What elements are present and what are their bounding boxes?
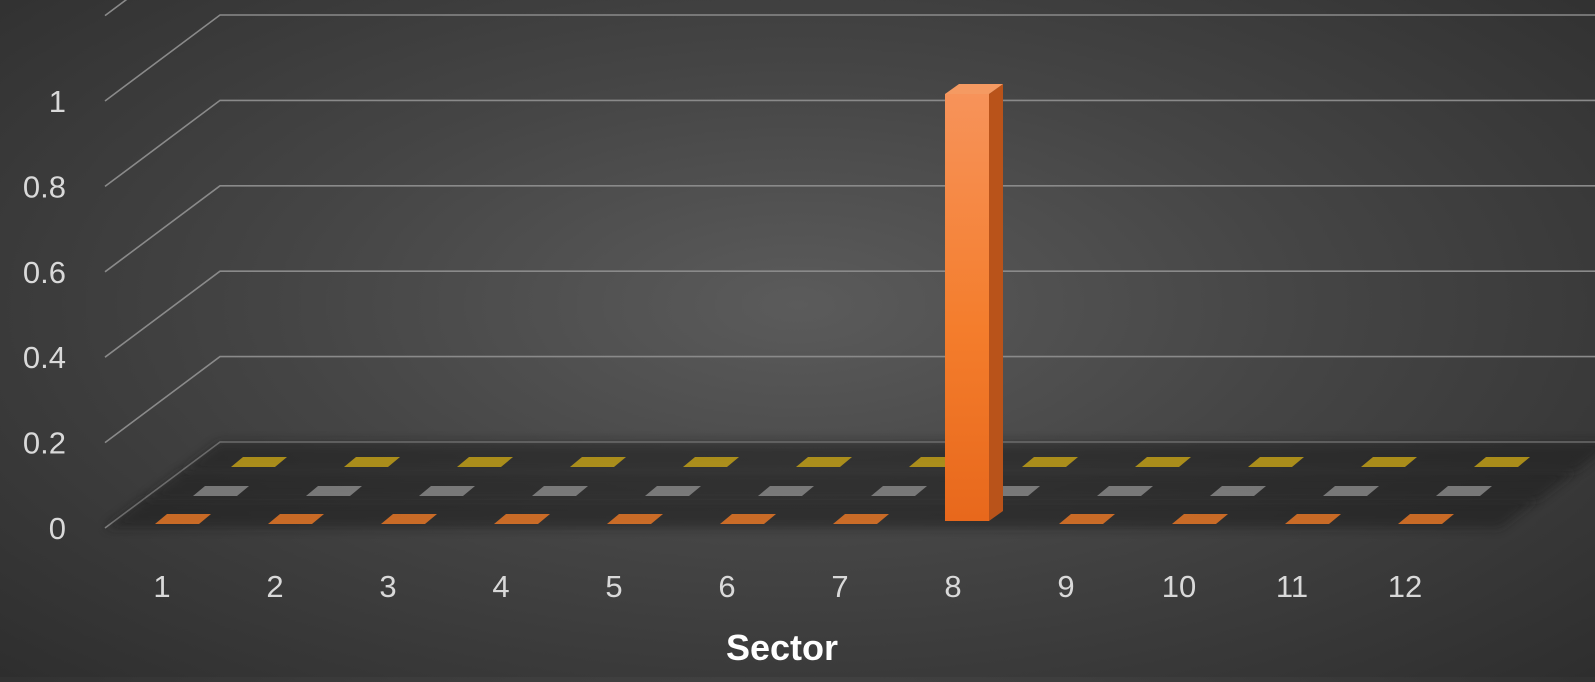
bar-zero [645,486,701,496]
bar-zero [1172,514,1228,524]
gridline [104,185,1595,273]
bar-zero [344,457,400,467]
bar [945,84,1003,521]
bar-zero [193,486,249,496]
bars [945,84,1003,521]
x-tick-label: 4 [492,569,509,604]
bar-zero [1059,514,1115,524]
x-tick-label: 6 [718,569,735,604]
x-tick-label: 8 [944,569,961,604]
gridline [104,270,1595,358]
bar-zero [1022,457,1078,467]
bar-zero [1398,514,1454,524]
bar-zero [570,457,626,467]
y-tick-label: 0.4 [23,340,66,375]
bar-zero [155,514,211,524]
x-tick-label: 7 [831,569,848,604]
bar-zero [1361,457,1417,467]
bar-zero [1248,457,1304,467]
x-tick-label: 9 [1057,569,1074,604]
bar-zero [758,486,814,496]
bar-zero [1323,486,1379,496]
y-tick-label: 0.6 [23,255,66,290]
bar-zero [1436,486,1492,496]
y-tick-label: 1 [49,84,66,119]
floor [105,442,1595,528]
bar-zero [720,514,776,524]
bar-zero [457,457,513,467]
y-tick-label: 0 [49,511,66,546]
bar-zero [1097,486,1153,496]
bar-zero [796,457,852,467]
bar-zero [494,514,550,524]
bar-zero [871,486,927,496]
gridline [104,99,1595,188]
bar-zero [833,514,889,524]
x-tick-label: 10 [1162,569,1196,604]
bar-zero [419,486,475,496]
x-tick-label: 1 [153,569,170,604]
bar-zero [381,514,437,524]
bar-zero [683,457,739,467]
bar-zero [268,514,324,524]
bar-zero [306,486,362,496]
x-tick-labels: 1 2 3 4 5 6 7 8 9 10 11 12 [153,569,1422,604]
bar-zero [607,514,663,524]
gridline [104,0,128,17]
gridline [104,14,1595,102]
bar-zero [1474,457,1530,467]
x-axis-label: Sector [726,627,838,668]
bar-zero [1210,486,1266,496]
y-tick-labels: 0 0.2 0.4 0.6 0.8 1 [23,84,66,546]
gridline [104,355,1595,444]
x-tick-label: 12 [1388,569,1422,604]
bar-zero [1285,514,1341,524]
bar-zero [231,457,287,467]
bar-zero [1135,457,1191,467]
y-tick-label: 0.2 [23,426,66,461]
x-tick-label: 2 [266,569,283,604]
bar-zero [532,486,588,496]
x-tick-label: 3 [379,569,396,604]
y-tick-label: 0.8 [23,169,66,204]
floor-row [181,442,1595,471]
x-tick-label: 11 [1276,569,1308,604]
x-tick-label: 5 [605,569,622,604]
